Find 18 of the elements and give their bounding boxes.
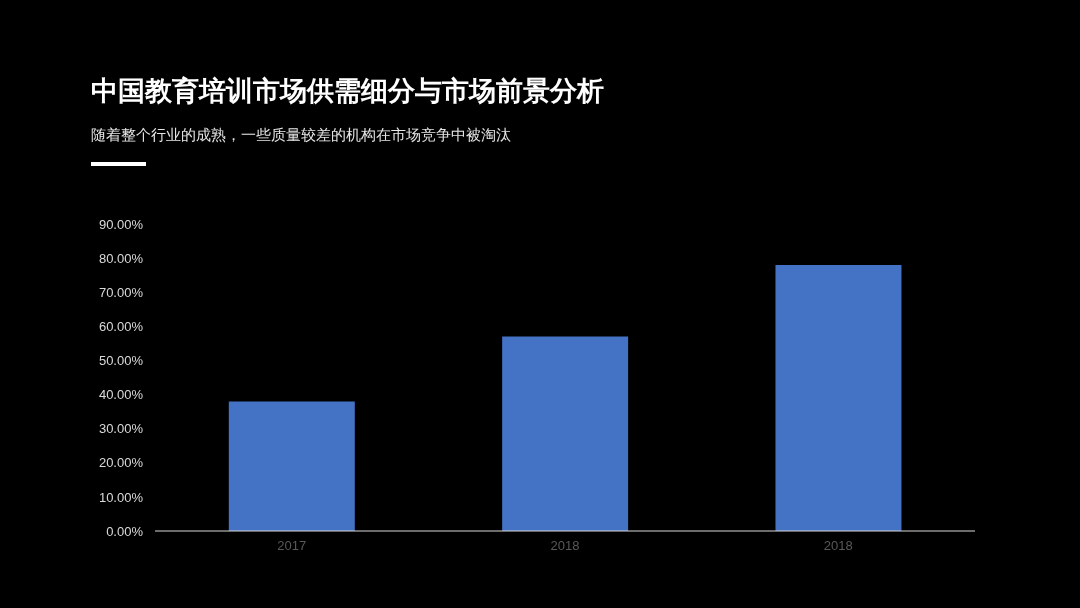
y-tick-label: 70.00%: [98, 284, 144, 300]
y-tick-label: 0.00%: [106, 523, 144, 539]
y-tick-label: 40.00%: [98, 387, 144, 403]
bar: [775, 264, 902, 531]
x-tick-label: 2018: [550, 538, 580, 554]
y-tick-label: 50.00%: [98, 353, 144, 369]
y-tick-label: 90.00%: [98, 216, 144, 232]
x-tick-label: 2017: [277, 538, 307, 554]
y-tick-label: 20.00%: [98, 455, 144, 471]
x-tick-label: 2018: [823, 538, 853, 554]
bar: [502, 336, 629, 531]
chart-subtitle: 随着整个行业的成熟，一些质量较差的机构在市场竞争中被淘汰: [91, 125, 511, 145]
y-tick-label: 60.00%: [98, 318, 144, 334]
chart-title: 中国教育培训市场供需细分与市场前景分析: [91, 75, 604, 108]
y-tick-label: 10.00%: [98, 489, 144, 505]
y-tick-label: 80.00%: [98, 250, 144, 266]
bar: [228, 401, 355, 531]
y-tick-label: 30.00%: [98, 421, 144, 437]
